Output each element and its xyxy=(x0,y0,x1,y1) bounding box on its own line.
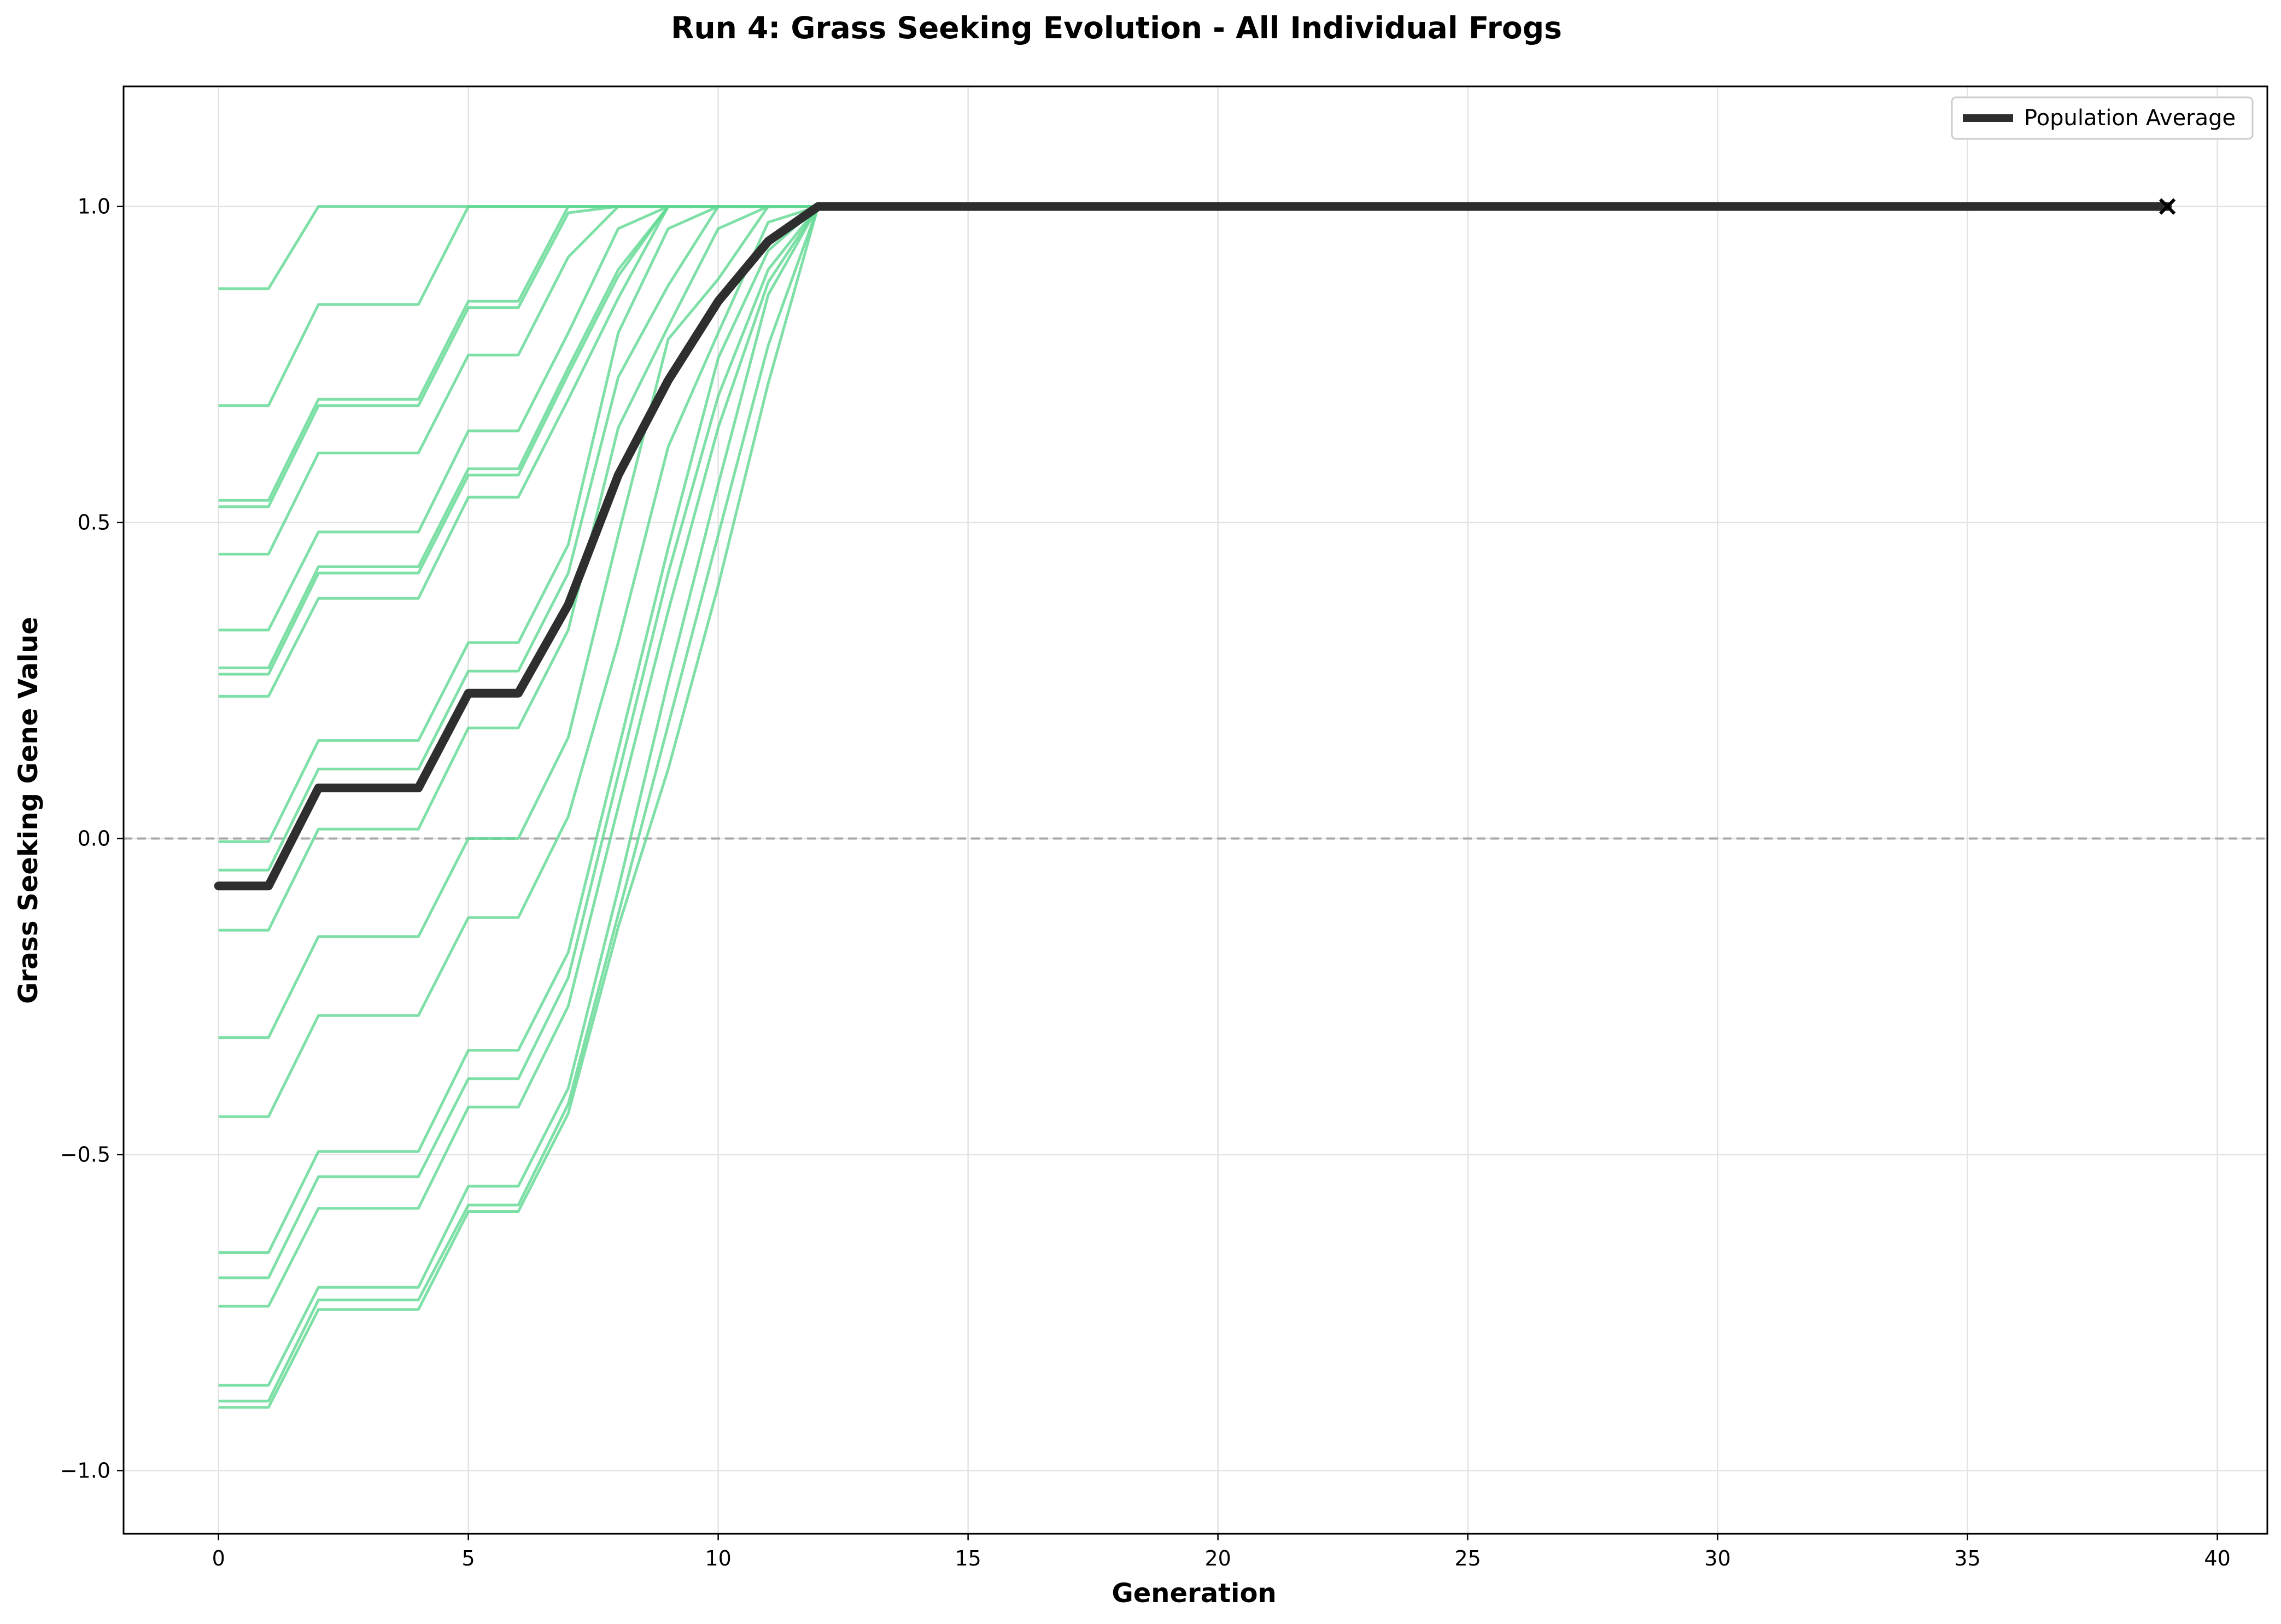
x-tick-label: 5 xyxy=(462,1546,475,1570)
legend-box xyxy=(1951,96,2254,140)
population-average-line xyxy=(214,202,2172,891)
individual-frog-line xyxy=(218,205,2168,1409)
plot-frame xyxy=(122,85,2268,1535)
y-tick-label: −1.0 xyxy=(60,1458,110,1482)
y-tick-label: 0.5 xyxy=(78,511,110,535)
individual-frog-line xyxy=(218,205,2168,1403)
end-marker xyxy=(2159,198,2176,215)
individual-frog-line xyxy=(218,205,2168,1118)
chart-title: Run 4: Grass Seeking Evolution - All Ind… xyxy=(671,10,1562,45)
x-tick-label: 10 xyxy=(705,1546,731,1570)
x-tick-label: 35 xyxy=(1954,1546,1980,1570)
axis-ticks: 0 5 10 15 20 25 30 35 40 −1.0 −0.5 0.0 0.5 1.0 xyxy=(60,195,2231,1570)
x-tick-label: 15 xyxy=(955,1546,981,1570)
x-tick-label: 0 xyxy=(212,1546,225,1570)
x-tick-label: 30 xyxy=(1704,1546,1730,1570)
individual-frog-line xyxy=(218,205,2168,1254)
end-marker-stroke xyxy=(2159,198,2176,215)
x-axis-label: Generation xyxy=(1112,1578,1276,1609)
individual-frog-line xyxy=(218,205,2168,1387)
x-tick-label: 20 xyxy=(1204,1546,1231,1570)
y-axis-label: Grass Seeking Gene Value xyxy=(13,617,44,1004)
x-tick-label: 40 xyxy=(2204,1546,2230,1570)
y-tick-label: 1.0 xyxy=(78,195,110,219)
individual-frog-line xyxy=(218,205,2168,1039)
y-tick-label: −0.5 xyxy=(60,1142,110,1166)
legend-label-population-average: Population Average xyxy=(2024,106,2236,131)
individual-frog-line xyxy=(218,205,2168,1280)
y-tick-label: 0.0 xyxy=(78,827,110,851)
x-tick-label: 25 xyxy=(1454,1546,1481,1570)
legend: Population Average xyxy=(1951,96,2254,140)
individual-frog-line xyxy=(218,205,2168,1308)
individual-lines xyxy=(218,205,2168,1409)
average-line-layer xyxy=(214,198,2176,891)
